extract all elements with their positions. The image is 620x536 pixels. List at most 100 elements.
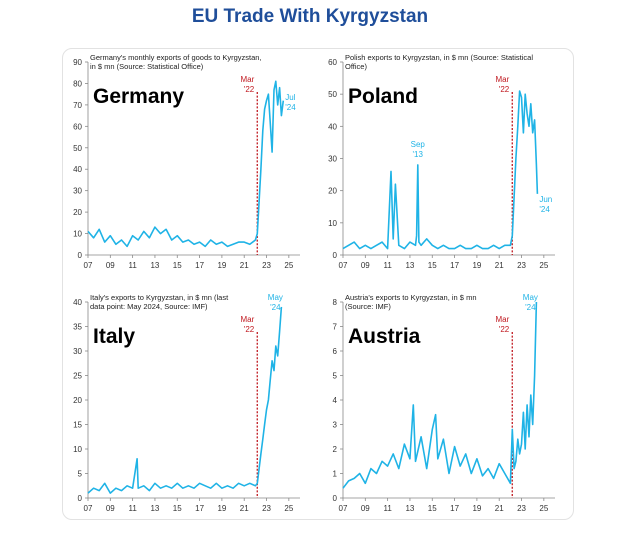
germany-y-tick-label: 80 xyxy=(73,79,82,88)
germany-mar-22-label: '22 xyxy=(244,85,255,94)
germany-y-tick-label: 30 xyxy=(73,187,82,196)
germany-x-tick-label: 21 xyxy=(240,261,249,270)
italy-country-label: Italy xyxy=(93,325,135,348)
germany-panel-title-line: Germany's monthly exports of goods to Ky… xyxy=(90,53,262,62)
austria-series-line xyxy=(342,301,538,489)
austria-end-label: May xyxy=(523,293,538,302)
germany-x-tick-label: 23 xyxy=(262,261,271,270)
austria-x-tick-label: 11 xyxy=(383,504,392,513)
germany-panel-title-line: in $ mn (Source: Statistical Office) xyxy=(90,62,204,71)
poland-x-tick-label: 13 xyxy=(405,261,414,270)
poland-x-tick-label: 25 xyxy=(539,261,548,270)
austria-x-tick-label: 09 xyxy=(361,504,370,513)
austria-panel-title-line: (Source: IMF) xyxy=(345,302,391,311)
poland-mar-22-label: Mar xyxy=(495,75,509,84)
poland-country-label: Poland xyxy=(348,85,418,108)
italy-y-tick-label: 20 xyxy=(73,396,82,405)
germany-y-tick-label: 10 xyxy=(73,230,82,239)
austria-y-tick-label: 5 xyxy=(333,372,338,381)
germany-y-tick-label: 60 xyxy=(73,122,82,131)
italy-y-tick-label: 10 xyxy=(73,445,82,454)
italy-y-tick-label: 30 xyxy=(73,347,82,356)
germany-end-label: Jul xyxy=(285,93,295,102)
italy-x-tick-label: 07 xyxy=(84,504,93,513)
germany-x-tick-label: 09 xyxy=(106,261,115,270)
austria-country-label: Austria xyxy=(348,325,421,348)
austria-x-tick-label: 13 xyxy=(405,504,414,513)
austria-x-tick-label: 23 xyxy=(517,504,526,513)
italy-x-tick-label: 15 xyxy=(173,504,182,513)
italy-x-tick-label: 23 xyxy=(262,504,271,513)
germany-y-tick-label: 40 xyxy=(73,165,82,174)
austria-x-tick-label: 21 xyxy=(495,504,504,513)
chart-frame xyxy=(62,48,574,520)
poland-x-tick-label: 19 xyxy=(472,261,481,270)
austria-mar-22-label: Mar xyxy=(495,315,509,324)
austria-y-tick-label: 1 xyxy=(333,470,338,479)
poland-series-line xyxy=(342,90,539,250)
poland-x-tick-label: 07 xyxy=(339,261,348,270)
italy-x-tick-label: 21 xyxy=(240,504,249,513)
germany-x-tick-label: 07 xyxy=(84,261,93,270)
austria-x-tick-label: 15 xyxy=(428,504,437,513)
poland-x-tick-label: 09 xyxy=(361,261,370,270)
page-title: EU Trade With Kyrgyzstan xyxy=(191,6,429,27)
italy-end-label: '24 xyxy=(270,303,281,312)
italy-x-tick-label: 25 xyxy=(284,504,293,513)
austria-y-tick-label: 3 xyxy=(333,421,338,430)
italy-y-tick-label: 5 xyxy=(78,470,83,479)
italy-mar-22-label: Mar xyxy=(240,315,254,324)
poland-spike-label: '13 xyxy=(413,150,424,159)
poland-panel-title-line: Office) xyxy=(345,62,367,71)
italy-series-line xyxy=(87,306,283,494)
poland-y-tick-label: 20 xyxy=(328,187,337,196)
germany-y-tick-label: 0 xyxy=(78,251,83,260)
poland-y-tick-label: 40 xyxy=(328,122,337,131)
italy-x-tick-label: 09 xyxy=(106,504,115,513)
poland-x-tick-label: 15 xyxy=(428,261,437,270)
germany-country-label: Germany xyxy=(93,85,184,108)
germany-x-tick-label: 13 xyxy=(150,261,159,270)
austria-end-label: '24 xyxy=(525,303,536,312)
austria-x-tick-label: 07 xyxy=(339,504,348,513)
poland-y-tick-label: 10 xyxy=(328,219,337,228)
italy-end-label: May xyxy=(268,293,283,302)
austria-x-tick-label: 25 xyxy=(539,504,548,513)
poland-end-label: Jun xyxy=(539,195,552,204)
italy-y-tick-label: 15 xyxy=(73,421,82,430)
italy-x-tick-label: 17 xyxy=(195,504,204,513)
italy-y-tick-label: 25 xyxy=(73,372,82,381)
germany-y-tick-label: 50 xyxy=(73,144,82,153)
austria-x-tick-label: 19 xyxy=(472,504,481,513)
germany-x-tick-label: 11 xyxy=(128,261,137,270)
poland-end-label: '24 xyxy=(539,205,550,214)
poland-x-tick-label: 21 xyxy=(495,261,504,270)
austria-y-tick-label: 8 xyxy=(333,298,338,307)
austria-y-tick-label: 4 xyxy=(333,396,338,405)
poland-y-tick-label: 30 xyxy=(328,155,337,164)
italy-panel-title-line: Italy's exports to Kyrgyzstan, in $ mn (… xyxy=(90,293,229,302)
italy-y-tick-label: 40 xyxy=(73,298,82,307)
germany-series-line xyxy=(87,80,285,248)
italy-x-tick-label: 13 xyxy=(150,504,159,513)
italy-x-tick-label: 19 xyxy=(217,504,226,513)
germany-x-tick-label: 19 xyxy=(217,261,226,270)
poland-x-tick-label: 11 xyxy=(383,261,392,270)
austria-mar-22-label: '22 xyxy=(499,325,510,334)
poland-y-tick-label: 60 xyxy=(328,58,337,67)
germany-x-tick-label: 25 xyxy=(284,261,293,270)
poland-y-tick-label: 0 xyxy=(333,251,338,260)
austria-y-tick-label: 6 xyxy=(333,347,338,356)
poland-panel-title-line: Polish exports to Kyrgyzstan, in $ mn (S… xyxy=(345,53,533,62)
germany-y-tick-label: 70 xyxy=(73,101,82,110)
italy-y-tick-label: 35 xyxy=(73,323,82,332)
germany-y-tick-label: 90 xyxy=(73,58,82,67)
germany-x-tick-label: 15 xyxy=(173,261,182,270)
austria-panel-title-line: Austria's exports to Kyrgyzstan, in $ mn xyxy=(345,293,476,302)
italy-panel-title-line: data point: May 2024, Source: IMF) xyxy=(90,302,208,311)
germany-x-tick-label: 17 xyxy=(195,261,204,270)
italy-mar-22-label: '22 xyxy=(244,325,255,334)
germany-end-label: '24 xyxy=(285,103,296,112)
italy-x-tick-label: 11 xyxy=(128,504,137,513)
